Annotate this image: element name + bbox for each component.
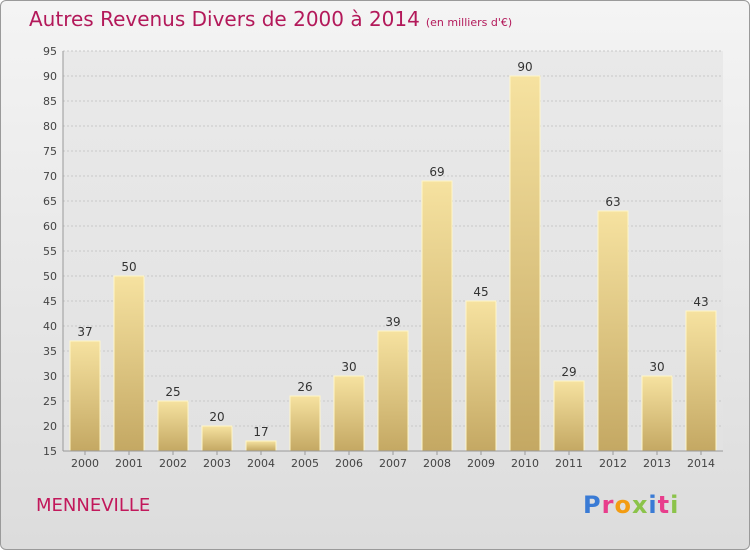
bar-value-label: 37 [77, 325, 92, 339]
bar [201, 425, 233, 452]
bar [641, 375, 673, 452]
logo-letter: i [670, 491, 680, 519]
bar-value-label: 26 [297, 380, 312, 394]
x-tick-label: 2007 [379, 457, 407, 470]
y-tick-label: 45 [43, 295, 57, 308]
bar-value-label: 69 [429, 165, 444, 179]
commune-name: MENNEVILLE [36, 495, 151, 516]
bar [333, 375, 365, 452]
x-tick-label: 2004 [247, 457, 275, 470]
x-tick-label: 2003 [203, 457, 231, 470]
logo-letter: t [657, 491, 671, 519]
bar-value-label: 45 [473, 285, 488, 299]
y-tick-label: 15 [43, 445, 57, 458]
y-tick-label: 80 [43, 120, 57, 133]
logo-letter: P [583, 491, 602, 519]
bar-value-label: 30 [341, 360, 356, 374]
x-tick-label: 2005 [291, 457, 319, 470]
chart-title: Autres Revenus Divers de 2000 à 2014 (en … [29, 7, 512, 31]
y-tick-label: 75 [43, 145, 57, 158]
x-tick-label: 2008 [423, 457, 451, 470]
bar [685, 310, 717, 452]
x-tick-label: 2009 [467, 457, 495, 470]
x-tick-label: 2006 [335, 457, 363, 470]
y-tick-label: 50 [43, 270, 57, 283]
bar-value-label: 39 [385, 315, 400, 329]
y-tick-label: 40 [43, 320, 57, 333]
bar-value-label: 30 [649, 360, 664, 374]
logo-letter: i [648, 491, 658, 519]
y-tick-label: 30 [43, 370, 57, 383]
y-tick-label: 20 [43, 420, 57, 433]
x-tick-label: 2002 [159, 457, 187, 470]
bar-value-label: 50 [121, 260, 136, 274]
bar [421, 180, 453, 452]
bar-value-label: 43 [693, 295, 708, 309]
bar [157, 400, 189, 452]
proxiti-logo: Proxiti [583, 491, 679, 519]
x-tick-label: 2013 [643, 457, 671, 470]
y-tick-label: 85 [43, 95, 57, 108]
logo-letter: x [631, 491, 649, 519]
y-tick-label: 65 [43, 195, 57, 208]
bar [597, 210, 629, 452]
x-tick-label: 2001 [115, 457, 143, 470]
x-tick-label: 2011 [555, 457, 583, 470]
y-tick-label: 25 [43, 395, 57, 408]
y-tick-label: 55 [43, 245, 57, 258]
bar [377, 330, 409, 452]
bar-value-label: 17 [253, 425, 268, 439]
x-tick-label: 2010 [511, 457, 539, 470]
logo-letter: o [614, 491, 632, 519]
y-tick-label: 35 [43, 345, 57, 358]
bar-value-label: 90 [517, 60, 532, 74]
chart-title-unit: (en milliers d'€) [425, 16, 513, 29]
bar-value-label: 29 [561, 365, 576, 379]
x-tick-label: 2014 [687, 457, 715, 470]
value-labels: 37 50 25 20 17 26 30 39 69 45 90 29 63 30 43 [77, 60, 708, 439]
bar [289, 395, 321, 452]
bar-value-label: 25 [165, 385, 180, 399]
x-tick-label: 2000 [71, 457, 99, 470]
x-tick-labels: 2000 2001 2002 2003 2004 2005 2006 2007 2008 2009… [71, 451, 715, 470]
bar-value-label: 63 [605, 195, 620, 209]
bar [113, 275, 145, 452]
bar [465, 300, 497, 452]
y-tick-label: 70 [43, 170, 57, 183]
logo-letter: r [601, 491, 615, 519]
chart-title-main: Autres Revenus Divers de 2000 à 2014 [29, 7, 420, 31]
bar-value-label: 20 [209, 410, 224, 424]
bar [509, 75, 541, 452]
y-tick-label: 90 [43, 70, 57, 83]
x-tick-label: 2012 [599, 457, 627, 470]
bars [69, 75, 717, 452]
y-tick-label: 95 [43, 45, 57, 58]
y-tick-labels: 15 20 25 30 35 40 45 50 55 60 65 70 75 80 85 90 95 [43, 45, 57, 458]
bar [553, 380, 585, 452]
bar [69, 340, 101, 452]
y-tick-label: 60 [43, 220, 57, 233]
bar [245, 440, 277, 452]
